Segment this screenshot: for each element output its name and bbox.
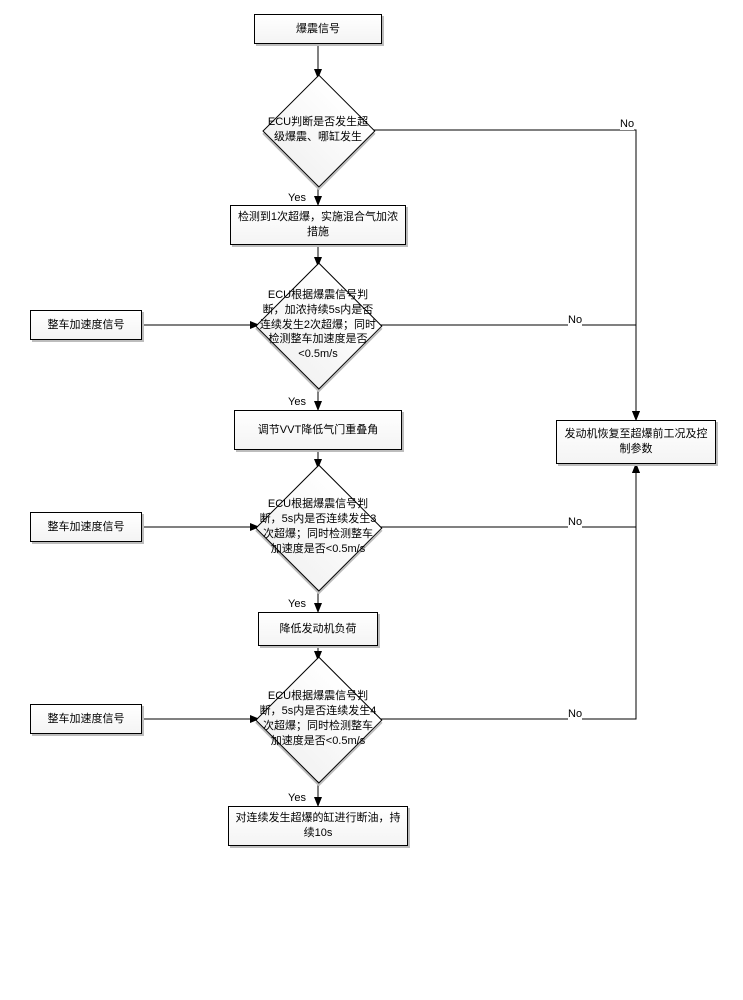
edge-label-no: No: [568, 314, 582, 326]
edge-11: [370, 130, 636, 420]
node-restore: 发动机恢复至超爆前工况及控制参数: [556, 420, 716, 464]
node-p1: 检测到1次超爆，实施混合气加浓措施: [230, 205, 406, 245]
node-sig1: 整车加速度信号: [30, 310, 142, 340]
edge-label-yes: Yes: [288, 792, 306, 804]
node-d4: ECU根据爆震信号判断，5s内是否连续发生4次超爆；同时检测整车加速度是否<0.…: [274, 675, 362, 763]
node-start: 爆震信号: [254, 14, 382, 44]
node-d1: ECU判断是否发生超级爆震、哪缸发生: [279, 91, 357, 169]
node-text: 检测到1次超爆，实施混合气加浓措施: [237, 210, 399, 240]
node-text: ECU根据爆震信号判断，5s内是否连续发生3次超爆；同时检测整车加速度是否<0.…: [257, 483, 380, 571]
node-text: 对连续发生超爆的缸进行断油，持续10s: [235, 811, 401, 841]
node-text: 降低发动机负荷: [280, 622, 357, 637]
edge-label-yes: Yes: [288, 598, 306, 610]
edge-label-no: No: [568, 708, 582, 720]
node-sig3: 整车加速度信号: [30, 704, 142, 734]
edge-label-no: No: [620, 118, 634, 130]
node-p3: 降低发动机负荷: [258, 612, 378, 646]
node-text: 整车加速度信号: [48, 712, 125, 727]
node-d3: ECU根据爆震信号判断，5s内是否连续发生3次超爆；同时检测整车加速度是否<0.…: [274, 483, 362, 571]
node-text: ECU判断是否发生超级爆震、哪缸发生: [264, 91, 373, 169]
edge-label-yes: Yes: [288, 396, 306, 408]
node-text: ECU根据爆震信号判断，加浓持续5s内是否连续发生2次超爆；同时检测整车加速度是…: [257, 281, 380, 369]
node-text: ECU根据爆震信号判断，5s内是否连续发生4次超爆；同时检测整车加速度是否<0.…: [257, 675, 380, 763]
node-text: 发动机恢复至超爆前工况及控制参数: [563, 427, 709, 457]
edge-label-no: No: [568, 516, 582, 528]
node-text: 整车加速度信号: [48, 520, 125, 535]
node-p4: 对连续发生超爆的缸进行断油，持续10s: [228, 806, 408, 846]
node-p2: 调节VVT降低气门重叠角: [234, 410, 402, 450]
edge-label-yes: Yes: [288, 192, 306, 204]
node-d2: ECU根据爆震信号判断，加浓持续5s内是否连续发生2次超爆；同时检测整车加速度是…: [274, 281, 362, 369]
edge-13: [377, 464, 636, 527]
edge-12: [377, 325, 636, 420]
edge-14: [377, 464, 636, 719]
node-text: 整车加速度信号: [48, 318, 125, 333]
node-sig2: 整车加速度信号: [30, 512, 142, 542]
node-text: 爆震信号: [296, 22, 340, 37]
node-text: 调节VVT降低气门重叠角: [258, 423, 378, 438]
